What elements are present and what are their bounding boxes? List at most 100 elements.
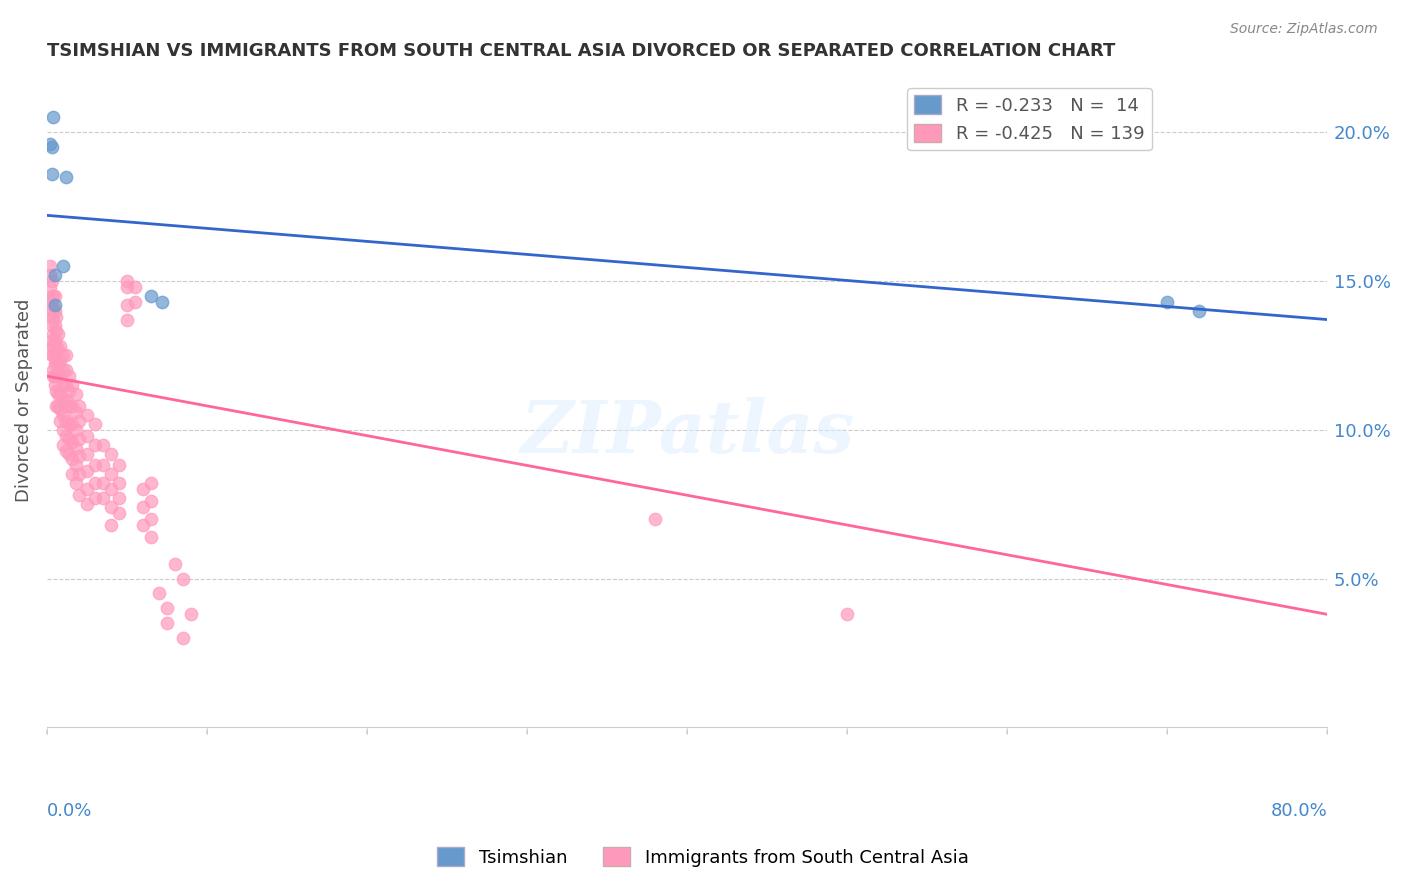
- Point: [150, 294, 173, 309]
- Point: [44, 318, 66, 333]
- Point: [644, 512, 666, 526]
- Point: [46, 343, 69, 357]
- Point: [52, 378, 75, 392]
- Point: [46, 357, 69, 371]
- Point: [83, 458, 105, 473]
- Point: [91, 458, 114, 473]
- Point: [83, 437, 105, 451]
- Point: [42, 363, 65, 377]
- Point: [91, 491, 114, 505]
- Point: [42, 339, 65, 353]
- Point: [58, 369, 80, 384]
- Point: [44, 268, 66, 282]
- Point: [83, 491, 105, 505]
- Point: [100, 482, 122, 496]
- Point: [46, 387, 69, 401]
- Point: [39, 136, 62, 151]
- Point: [83, 417, 105, 431]
- Point: [41, 310, 63, 324]
- Point: [55, 414, 77, 428]
- Point: [41, 318, 63, 333]
- Point: [67, 432, 90, 446]
- Point: [62, 452, 84, 467]
- Point: [41, 289, 63, 303]
- Point: [124, 294, 146, 309]
- Point: [76, 408, 98, 422]
- Point: [45, 339, 67, 353]
- Text: 80.0%: 80.0%: [1270, 802, 1327, 820]
- Point: [156, 616, 179, 631]
- Point: [52, 363, 75, 377]
- Point: [91, 476, 114, 491]
- Point: [108, 506, 131, 520]
- Point: [46, 327, 69, 342]
- Point: [44, 369, 66, 384]
- Point: [41, 298, 63, 312]
- Point: [100, 446, 122, 460]
- Point: [41, 140, 63, 154]
- Point: [42, 289, 65, 303]
- Point: [39, 294, 62, 309]
- Point: [48, 387, 70, 401]
- Point: [115, 280, 138, 294]
- Point: [108, 476, 131, 491]
- Point: [76, 428, 98, 442]
- Point: [62, 378, 84, 392]
- Point: [48, 401, 70, 416]
- Point: [42, 303, 65, 318]
- Point: [42, 310, 65, 324]
- Point: [65, 387, 87, 401]
- Point: [45, 399, 67, 413]
- Point: [115, 298, 138, 312]
- Text: 0.0%: 0.0%: [46, 802, 93, 820]
- Point: [108, 458, 131, 473]
- Point: [76, 497, 98, 511]
- Point: [58, 432, 80, 446]
- Point: [55, 399, 77, 413]
- Point: [172, 631, 194, 645]
- Point: [55, 378, 77, 392]
- Point: [42, 348, 65, 362]
- Point: [39, 268, 62, 282]
- Point: [76, 446, 98, 460]
- Point: [835, 607, 858, 622]
- Point: [139, 476, 162, 491]
- Point: [44, 298, 66, 312]
- Legend: R = -0.233   N =  14, R = -0.425   N = 139: R = -0.233 N = 14, R = -0.425 N = 139: [907, 88, 1152, 150]
- Point: [148, 586, 170, 600]
- Point: [45, 369, 67, 384]
- Point: [1188, 303, 1211, 318]
- Text: Source: ZipAtlas.com: Source: ZipAtlas.com: [1230, 22, 1378, 37]
- Point: [52, 259, 75, 273]
- Point: [42, 51, 65, 65]
- Point: [76, 464, 98, 478]
- Point: [55, 443, 77, 458]
- Point: [48, 369, 70, 384]
- Point: [41, 274, 63, 288]
- Point: [62, 399, 84, 413]
- Point: [139, 530, 162, 544]
- Point: [45, 325, 67, 339]
- Text: ZIPatlas: ZIPatlas: [520, 397, 853, 468]
- Point: [58, 417, 80, 431]
- Text: TSIMSHIAN VS IMMIGRANTS FROM SOUTH CENTRAL ASIA DIVORCED OR SEPARATED CORRELATIO: TSIMSHIAN VS IMMIGRANTS FROM SOUTH CENTR…: [46, 42, 1115, 60]
- Legend: Tsimshian, Immigrants from South Central Asia: Tsimshian, Immigrants from South Central…: [430, 840, 976, 874]
- Point: [45, 384, 67, 398]
- Point: [41, 167, 63, 181]
- Point: [45, 354, 67, 368]
- Y-axis label: Divorced or Separated: Divorced or Separated: [15, 298, 32, 501]
- Point: [52, 423, 75, 437]
- Point: [67, 488, 90, 502]
- Point: [65, 405, 87, 419]
- Point: [115, 274, 138, 288]
- Point: [124, 280, 146, 294]
- Point: [44, 289, 66, 303]
- Point: [65, 441, 87, 455]
- Point: [67, 450, 90, 464]
- Point: [52, 408, 75, 422]
- Point: [46, 399, 69, 413]
- Point: [76, 482, 98, 496]
- Point: [62, 417, 84, 431]
- Point: [46, 369, 69, 384]
- Point: [58, 384, 80, 398]
